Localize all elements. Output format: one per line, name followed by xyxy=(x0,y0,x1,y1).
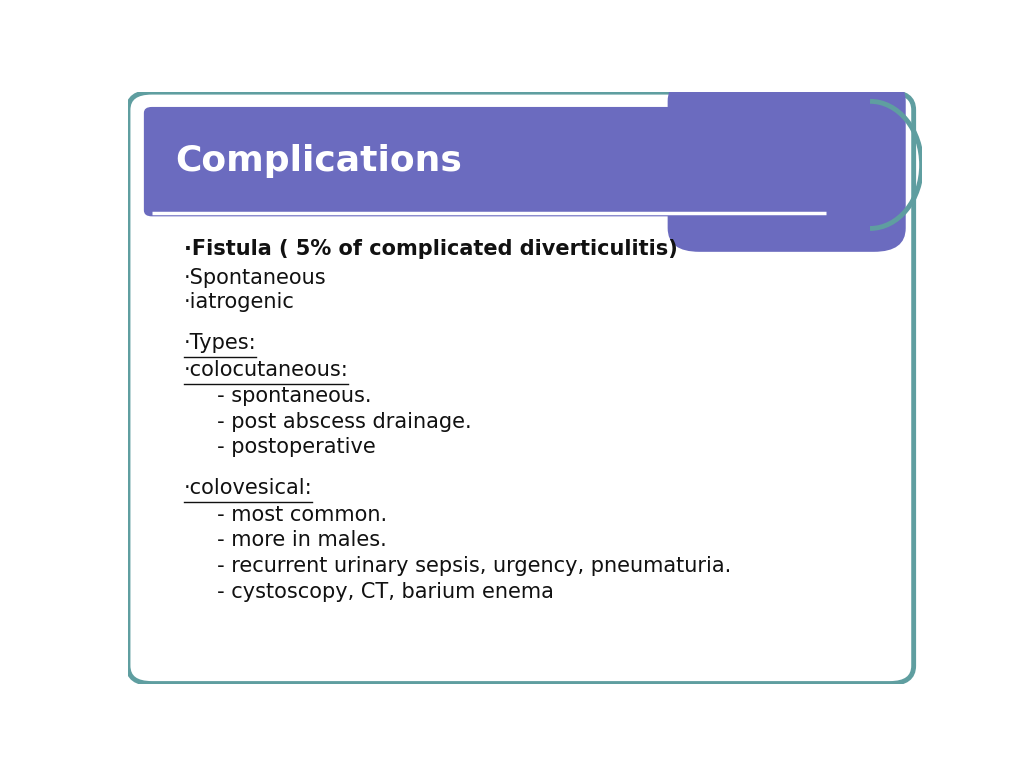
Text: - most common.: - most common. xyxy=(183,505,387,525)
Text: ·Spontaneous: ·Spontaneous xyxy=(183,269,327,289)
FancyBboxPatch shape xyxy=(668,78,905,252)
Text: ·Types:: ·Types: xyxy=(183,333,256,353)
FancyBboxPatch shape xyxy=(826,116,890,210)
Text: - more in males.: - more in males. xyxy=(183,531,386,551)
Text: ·iatrogenic: ·iatrogenic xyxy=(183,292,295,312)
Text: - postoperative: - postoperative xyxy=(183,437,376,457)
Text: - recurrent urinary sepsis, urgency, pneumaturia.: - recurrent urinary sepsis, urgency, pne… xyxy=(183,557,731,577)
Text: ·Fistula ( 5% of complicated diverticulitis): ·Fistula ( 5% of complicated diverticuli… xyxy=(183,239,677,259)
Text: - cystoscopy, CT, barium enema: - cystoscopy, CT, barium enema xyxy=(183,582,553,602)
FancyBboxPatch shape xyxy=(143,107,755,217)
Text: - post abscess drainage.: - post abscess drainage. xyxy=(183,412,471,432)
Text: - spontaneous.: - spontaneous. xyxy=(183,386,371,406)
Text: Complications: Complications xyxy=(176,144,463,178)
FancyBboxPatch shape xyxy=(128,92,913,684)
Text: ·colocutaneous:: ·colocutaneous: xyxy=(183,360,348,380)
Text: ·colovesical:: ·colovesical: xyxy=(183,478,312,498)
